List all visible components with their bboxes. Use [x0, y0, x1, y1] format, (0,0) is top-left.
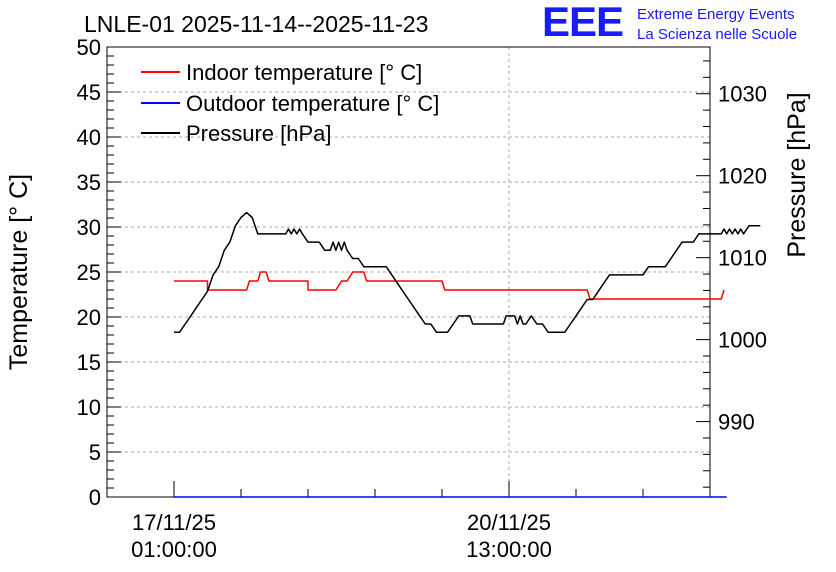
y2-tick-label-1020: 1020 [718, 164, 767, 189]
eee-logo-mark: EEE [542, 0, 624, 45]
legend-pressure-label: Pressure [hPa] [186, 121, 332, 146]
series-line-pressure-hpa [174, 211, 761, 333]
eee-logo-line-1: Extreme Energy Events [637, 6, 795, 23]
y2-tick-label-990: 990 [718, 410, 755, 435]
chart-title: LNLE-01 2025-11-14--2025-11-23 [84, 11, 428, 37]
legend-indoor-label: Indoor temperature [° C] [186, 60, 422, 85]
grid-lines [107, 47, 710, 497]
axis-ticks: 0 5 10 15 20 25 30 35 40 45 50 990 1000 1010 1020 1030 1… [77, 35, 767, 562]
y-tick-label-15: 15 [77, 350, 101, 375]
y-tick-label-40: 40 [77, 125, 101, 150]
y2-tick-label-1030: 1030 [718, 82, 767, 107]
y-tick-label-50: 50 [77, 35, 101, 60]
y-tick-label-0: 0 [89, 485, 101, 510]
y-tick-label-45: 45 [77, 80, 101, 105]
y-tick-label-30: 30 [77, 215, 101, 240]
y2-tick-label-1010: 1010 [718, 246, 767, 271]
x-tick-label-time-0: 01:00:00 [131, 537, 217, 562]
x-tick-label-time-1: 13:00:00 [466, 537, 552, 562]
eee-logo: EEE Extreme Energy Events La Scienza nel… [540, 0, 836, 46]
y-tick-label-10: 10 [77, 395, 101, 420]
y-tick-label-20: 20 [77, 305, 101, 330]
x-tick-label-date-0: 17/11/25 [132, 510, 216, 535]
eee-logo-line-2: La Scienza nelle Scuole [637, 26, 798, 43]
legend-outdoor-label: Outdoor temperature [° C] [186, 91, 439, 116]
legend: Indoor temperature [° C] Outdoor tempera… [141, 60, 439, 146]
x-tick-label-date-1: 20/11/25 [467, 510, 551, 535]
y2-tick-label-1000: 1000 [718, 328, 767, 353]
series-layer [174, 211, 761, 498]
y-axis-label: Temperature [° C] [5, 174, 33, 370]
y2-axis-label: Pressure [hPa] [783, 92, 811, 257]
y-tick-label-25: 25 [77, 260, 101, 285]
y-tick-label-35: 35 [77, 170, 101, 195]
y-tick-label-5: 5 [89, 440, 101, 465]
series-line-indoor-temperature-c [174, 271, 725, 300]
